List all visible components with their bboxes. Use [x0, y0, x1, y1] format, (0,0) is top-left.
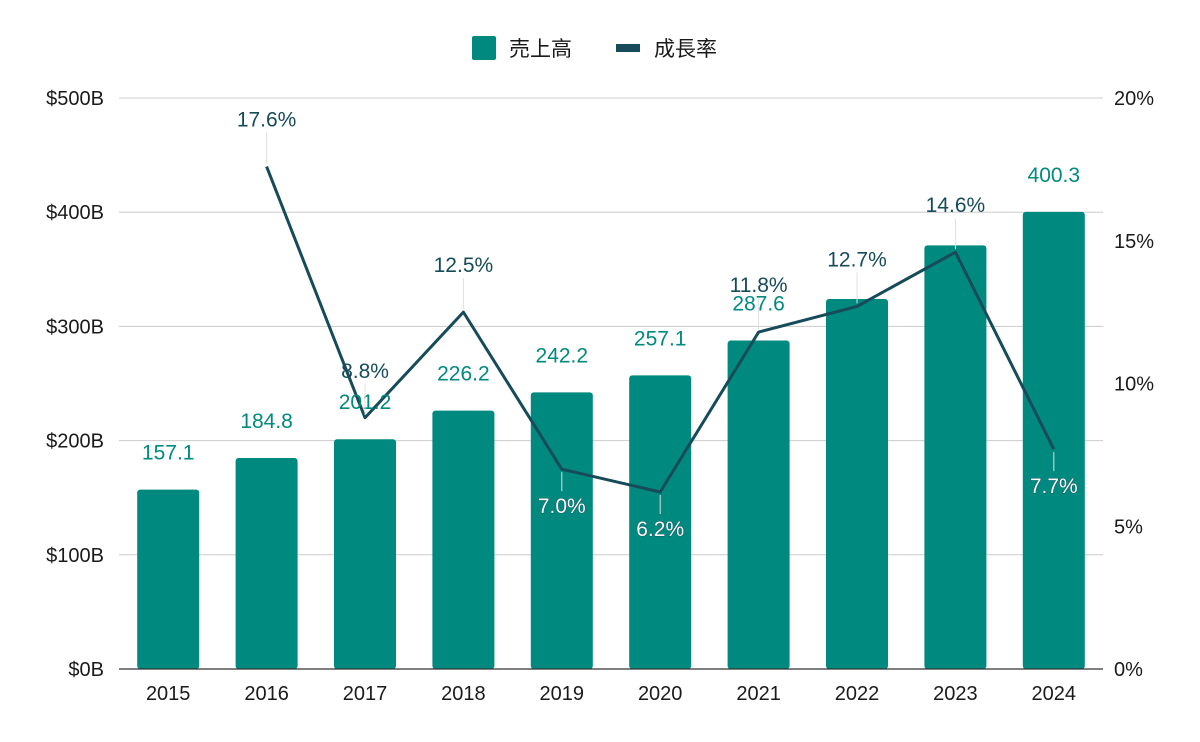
x-tick-label: 2021 [736, 683, 781, 705]
x-tick-label: 2015 [146, 683, 191, 705]
growth-label-2021: 11.8% [730, 274, 788, 297]
y-right-tick-label: 15% [1114, 231, 1154, 253]
bars [137, 211, 1085, 669]
y-left-tick-label: $100B [46, 545, 104, 567]
bar-label-2016: 184.8 [240, 410, 293, 433]
y-left-tick-label: $0B [68, 659, 104, 681]
x-tick-label: 2018 [441, 683, 486, 705]
y-left-tick-label: $400B [46, 202, 104, 224]
x-tick-label: 2016 [244, 683, 289, 705]
axes: $0B $100B $200B $300B $400B $500B 0% 5% 10% 15% 20… [46, 88, 1154, 705]
growth-line [265, 165, 1056, 494]
bar-2016 [235, 457, 298, 669]
y-left-tick-label: $500B [46, 88, 104, 110]
growth-label-2020: 6.2% [636, 518, 684, 541]
legend-swatch-growth [616, 44, 640, 52]
growth-label-2022: 12.7% [827, 248, 887, 271]
bar-2022 [826, 298, 888, 669]
bar-label-2019: 242.2 [536, 344, 589, 367]
legend: 売上高 成長率 [472, 36, 717, 61]
data-labels: 157.1184.8201.2226.2242.2257.1287.6400.3… [142, 109, 1081, 542]
y-right-tick-label: 10% [1114, 374, 1154, 396]
bar-label-2024: 400.3 [1028, 164, 1081, 187]
y-left-tick-label: $300B [46, 316, 104, 338]
growth-line-path [265, 165, 1056, 494]
bar-2015 [137, 489, 200, 669]
bar-2020 [629, 375, 692, 669]
x-tick-label: 2024 [1032, 683, 1077, 705]
legend-swatch-sales [472, 36, 496, 60]
bar-2024 [1022, 211, 1085, 669]
growth-label-2024: 7.7% [1030, 475, 1078, 498]
bar-label-2018: 226.2 [437, 363, 490, 386]
x-tick-label: 2017 [343, 683, 388, 705]
growth-label-2016: 17.6% [237, 109, 297, 132]
legend-label-sales: 売上高 [509, 38, 572, 61]
bar-label-2015: 157.1 [142, 442, 195, 465]
bar-2017 [334, 439, 396, 669]
x-tick-label: 2022 [835, 683, 880, 705]
y-left-tick-label: $200B [46, 431, 104, 453]
y-right-tick-label: 20% [1114, 88, 1154, 110]
y-right-tick-label: 5% [1114, 516, 1143, 538]
y-right-tick-label: 0% [1114, 659, 1143, 681]
legend-label-growth: 成長率 [654, 38, 717, 61]
growth-label-2017: 8.8% [341, 360, 389, 383]
growth-label-2018: 12.5% [434, 254, 494, 277]
growth-label-2019: 7.0% [538, 495, 586, 518]
bar-label-2020: 257.1 [634, 327, 687, 350]
bar-2018 [432, 410, 495, 669]
growth-label-2023: 14.6% [926, 194, 986, 217]
bar-2023 [924, 245, 987, 669]
x-tick-label: 2019 [540, 683, 585, 705]
bar-2019 [530, 392, 593, 669]
bar-2021 [727, 340, 790, 669]
x-tick-label: 2020 [638, 683, 683, 705]
x-tick-label: 2023 [933, 683, 978, 705]
